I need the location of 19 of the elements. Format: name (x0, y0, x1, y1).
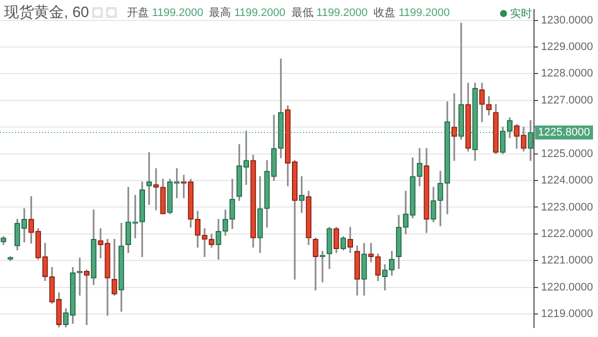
y-tick-label: 1223.0000 (541, 201, 593, 214)
y-tick-label: 1228.0000 (541, 68, 593, 80)
y-tick-label: 1222.0000 (541, 228, 593, 240)
y-tick-label: 1229.0000 (541, 41, 593, 54)
ref-line-label: 1225.8000 (538, 126, 590, 138)
y-tick-label: 1221.0000 (541, 254, 593, 267)
y-tick-label: 1230.0000 (541, 14, 593, 26)
y-tick-label: 1220.0000 (541, 281, 593, 294)
annotation: 实时 (510, 6, 532, 21)
chart-subtitle: 开盘 1199.2000 最高 1199.2000 最低 1199.2000 收盘 1199.2000 (127, 7, 450, 19)
y-tick-label: 1227.0000 (541, 94, 593, 106)
candlestick (153, 168, 159, 210)
y-tick-label: 1219.0000 (541, 308, 593, 320)
y-tick-label: 1224.0000 (541, 174, 593, 187)
y-tick-label: 1225.0000 (541, 148, 593, 160)
candlestick (98, 228, 104, 258)
candlestick (320, 250, 326, 282)
candlestick (368, 242, 374, 262)
chart-title: 现货黄金, 60 (4, 3, 90, 22)
